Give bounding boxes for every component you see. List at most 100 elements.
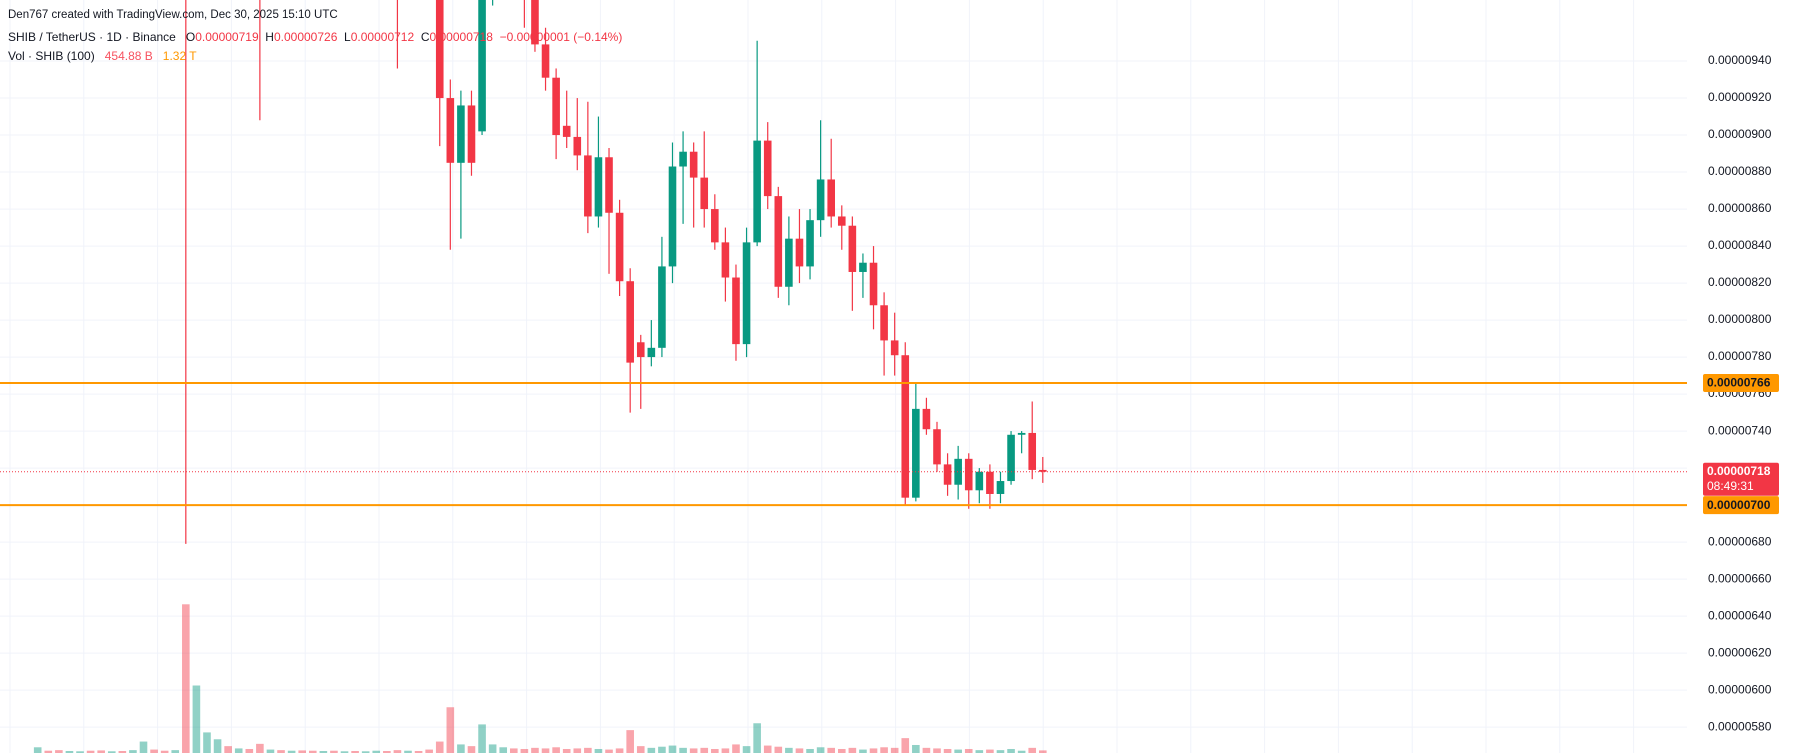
volume-bar (340, 751, 349, 753)
y-tick-label: 0.00000920 (1708, 90, 1772, 104)
candle-body (626, 281, 634, 363)
volume-bar (996, 750, 1005, 753)
volume-bar (107, 751, 116, 753)
candle-body (658, 266, 666, 348)
volume-bar (531, 747, 539, 753)
candle-body (943, 464, 952, 485)
volume-bar (245, 748, 254, 753)
volume-bar (1007, 748, 1015, 753)
y-tick-label: 0.00000840 (1708, 238, 1772, 252)
volume-bar (435, 741, 444, 753)
ohlc-key: L (344, 30, 351, 44)
candle-body (1028, 432, 1037, 470)
y-tick-label: 0.00000620 (1708, 645, 1772, 659)
volume-bar (901, 738, 910, 753)
volume-bar (467, 746, 476, 753)
candle-body (859, 262, 867, 272)
candle-body (711, 209, 719, 243)
candle-body (848, 225, 857, 272)
volume-bar (383, 750, 391, 753)
volume-bar (647, 747, 656, 753)
candle-body (467, 105, 476, 163)
volume-bar (742, 746, 751, 753)
candle-body (827, 179, 835, 217)
candle-body (933, 429, 941, 465)
volume-bar (541, 748, 550, 753)
y-tick-label: 0.00000580 (1708, 719, 1772, 733)
y-tick-label: 0.00000940 (1708, 53, 1772, 67)
volume-bar (446, 707, 455, 753)
candle-body (869, 262, 878, 306)
volume-bar (584, 747, 592, 753)
candle-body (763, 140, 772, 197)
volume-bar (615, 748, 624, 753)
candle-body (584, 155, 592, 217)
candle-body (531, 0, 539, 45)
candle-body (435, 0, 444, 99)
volume-bar (182, 604, 190, 753)
change: −0.00000001 (−0.14%) (499, 30, 623, 44)
current-price-label: 0.00000718 (1707, 464, 1771, 478)
volume-bar (964, 748, 973, 753)
volume-bar (711, 748, 719, 753)
ohlc-value: 0.00000719 (195, 30, 259, 44)
candle-body (605, 157, 613, 213)
candle-body (890, 340, 899, 356)
volume-bar (636, 746, 645, 753)
y-tick-label: 0.00000860 (1708, 201, 1772, 215)
candle-body (964, 458, 973, 491)
volume-bar (732, 744, 740, 753)
volume-bar (361, 751, 370, 753)
volume-bar (827, 747, 835, 753)
volume-bar (922, 747, 931, 753)
volume-bar (44, 750, 53, 753)
candle-body (552, 77, 560, 136)
volume-bar (55, 750, 63, 753)
candle-body (478, 0, 486, 132)
volume-ma: 1.32 T (162, 49, 197, 63)
volume-bar (520, 748, 529, 753)
volume-bar (203, 732, 211, 753)
volume-value: 454.88 B (104, 49, 153, 63)
volume-bar (97, 750, 105, 753)
candle-body (837, 216, 846, 226)
candle-body (721, 242, 730, 278)
y-tick-label: 0.00000800 (1708, 312, 1772, 326)
volume-bar (880, 747, 888, 753)
volume-bar (859, 749, 867, 753)
volume-bar (605, 749, 613, 753)
current-price-box (1703, 462, 1779, 496)
candle-body (457, 105, 465, 163)
volume-bar (213, 739, 222, 753)
volume-bar (33, 747, 42, 753)
volume-bar (986, 749, 994, 753)
volume-bar (795, 748, 804, 753)
ohlc-row: SHIB / TetherUS · 1D · Binance O0.000007… (8, 28, 622, 47)
volume-bar (552, 747, 560, 753)
candle-body (689, 151, 698, 178)
candle-body (594, 157, 603, 217)
y-tick-label: 0.00000820 (1708, 275, 1772, 289)
ohlc-key: O (185, 30, 196, 44)
candle-body (922, 408, 931, 430)
volume-bar (478, 724, 486, 753)
volume-bar (562, 748, 571, 753)
volume-bar (192, 685, 201, 753)
volume-bar (890, 747, 899, 753)
candle-body (816, 179, 825, 221)
volume-bar (753, 723, 761, 753)
volume-bar (266, 749, 275, 753)
candle-body (679, 151, 687, 167)
candle-body (880, 305, 888, 341)
ohlc-value: 0.00000712 (350, 30, 415, 44)
legend: Den767 created with TradingView.com, Dec… (8, 6, 622, 66)
ohlc-key: H (265, 30, 274, 44)
volume-row: Vol · SHIB (100) 454.88 B 1.32 T (8, 47, 622, 66)
volume-bar (1028, 747, 1037, 753)
y-tick-label: 0.00000660 (1708, 571, 1772, 585)
y-tick-label: 0.00000640 (1708, 608, 1772, 622)
price-label-box (1703, 496, 1779, 515)
volume-bar (150, 749, 158, 753)
volume-bar (626, 730, 634, 753)
